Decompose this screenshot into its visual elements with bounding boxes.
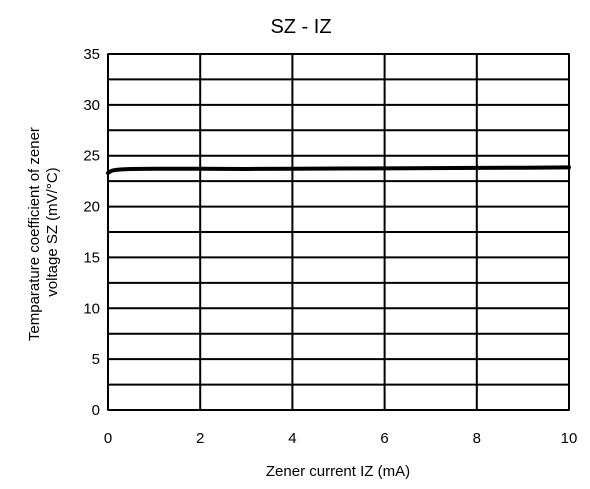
y-tick-label: 30: [83, 97, 100, 114]
y-tick-label: 0: [92, 402, 100, 419]
series-line: [106, 165, 571, 176]
grid: [107, 53, 570, 411]
x-axis-label: Zener current IZ (mA): [266, 463, 410, 480]
y-axis-label: Temparature coefficient of zener voltage…: [26, 123, 61, 341]
y-tick-label: 15: [83, 249, 100, 266]
y-tick-label: 10: [83, 300, 100, 317]
y-axis-label-line-2: voltage SZ (mV/°C): [44, 167, 61, 296]
plot-frame: [107, 53, 570, 411]
x-tick-label: 8: [473, 430, 481, 447]
x-tick-label: 6: [380, 430, 388, 447]
x-tick-label: 10: [561, 430, 578, 447]
y-tick-label: 5: [92, 351, 100, 368]
y-tick-label: 35: [83, 46, 100, 63]
chart-title: SZ - IZ: [270, 16, 331, 38]
y-tick-labels: 0 5 10 15 20 25 30 35: [83, 46, 100, 419]
x-tick-labels: 0 2 4 6 8 10: [104, 430, 578, 447]
x-tick-label: 4: [288, 430, 296, 447]
y-axis-label-line-1: Temparature coefficient of zener: [26, 127, 43, 341]
x-tick-label: 2: [196, 430, 204, 447]
y-tick-label: 20: [83, 199, 100, 216]
y-tick-label: 25: [83, 148, 100, 165]
x-tick-label: 0: [104, 430, 112, 447]
